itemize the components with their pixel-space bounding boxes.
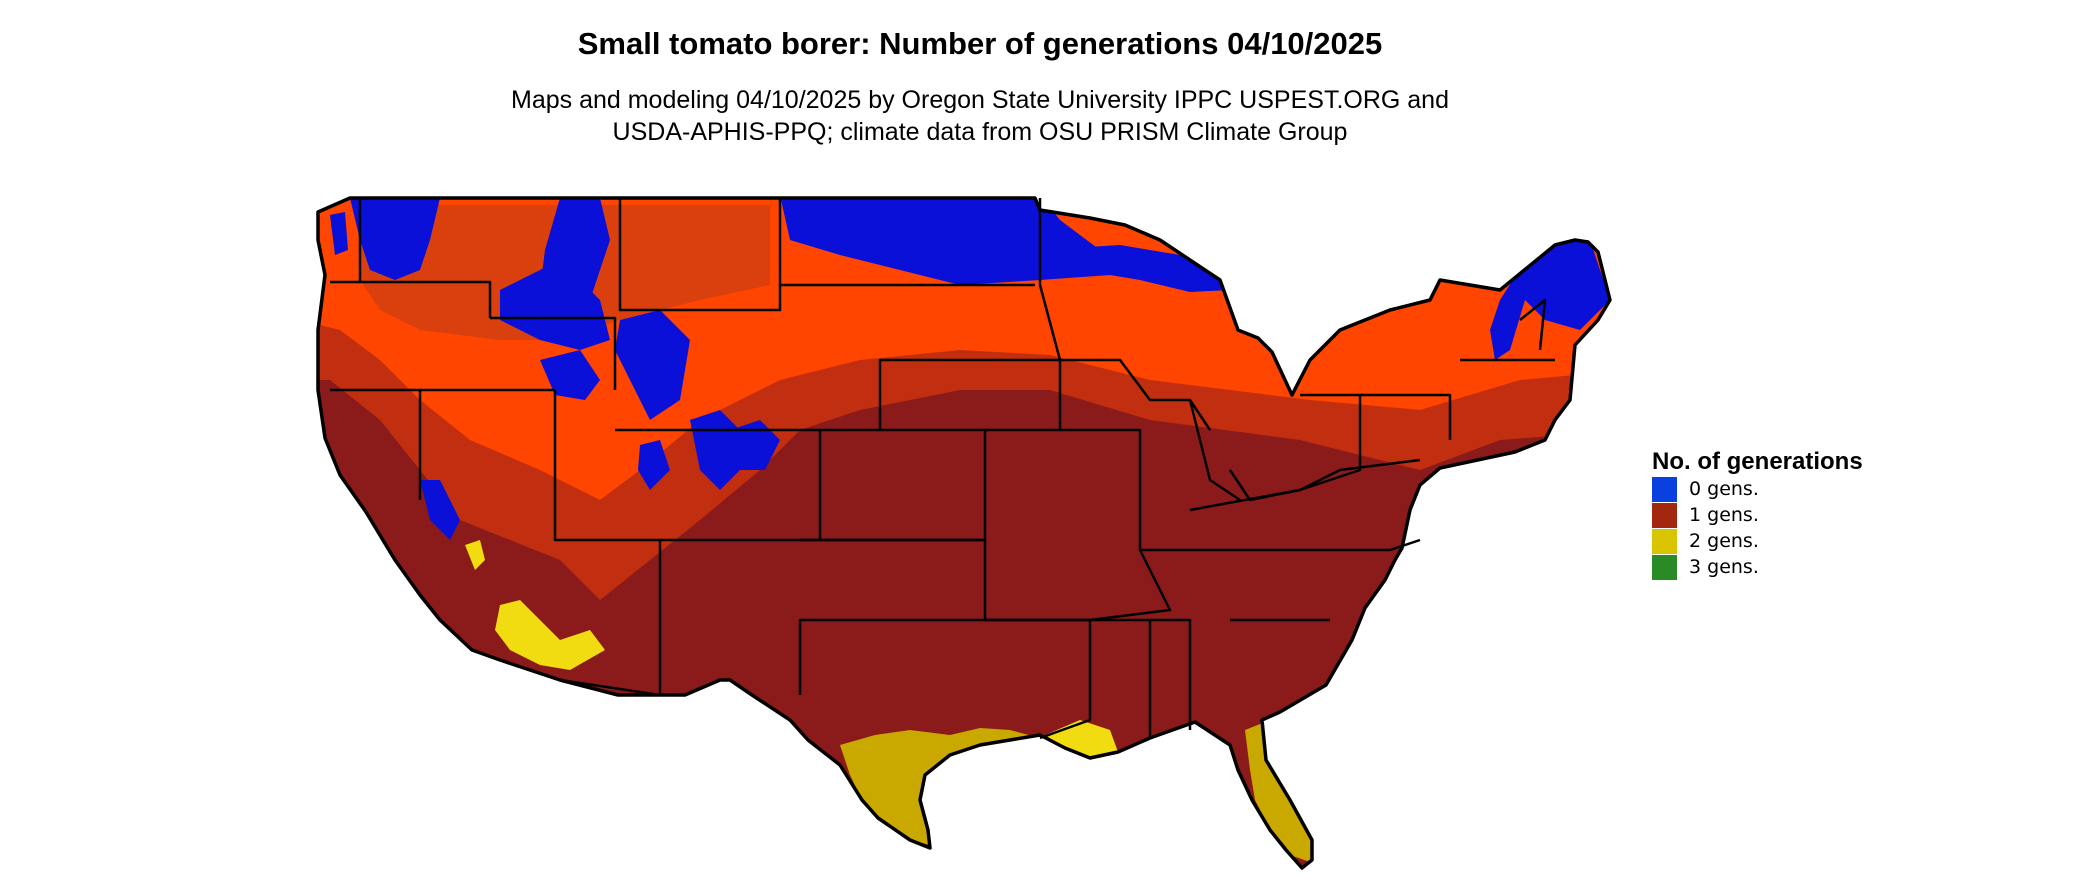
legend-label: 3 gens.: [1689, 556, 1759, 578]
legend-label: 0 gens.: [1689, 478, 1759, 500]
legend-label: 1 gens.: [1689, 504, 1759, 526]
legend-item-2-gens: 2 gens.: [1652, 528, 1872, 554]
legend: No. of generations 0 gens. 1 gens. 2 gen…: [1652, 448, 1872, 580]
subtitle-line-2: USDA-APHIS-PPQ; climate data from OSU PR…: [612, 118, 1348, 146]
us-outline: [316, 196, 1612, 870]
map-subtitle: Maps and modeling 04/10/2025 by Oregon S…: [360, 84, 1600, 148]
generation-zones: [318, 198, 1610, 868]
legend-title: No. of generations: [1652, 448, 1863, 475]
map-title: Small tomato borer: Number of generation…: [577, 26, 1383, 61]
state-borders: [330, 198, 1555, 740]
legend-swatch: [1652, 528, 1677, 554]
zone-two-gens: [465, 540, 1312, 862]
legend-label: 2 gens.: [1689, 530, 1759, 552]
zone-zero-gens: [330, 198, 1610, 540]
subtitle-line-1: Maps and modeling 04/10/2025 by Oregon S…: [511, 86, 1449, 114]
legend-item-1-gens: 1 gens.: [1652, 502, 1872, 528]
legend-item-0-gens: 0 gens.: [1652, 476, 1872, 502]
legend-swatch: [1652, 476, 1677, 502]
legend-item-3-gens: 3 gens.: [1652, 554, 1872, 580]
legend-swatch: [1652, 554, 1677, 580]
legend-swatch: [1652, 502, 1677, 528]
